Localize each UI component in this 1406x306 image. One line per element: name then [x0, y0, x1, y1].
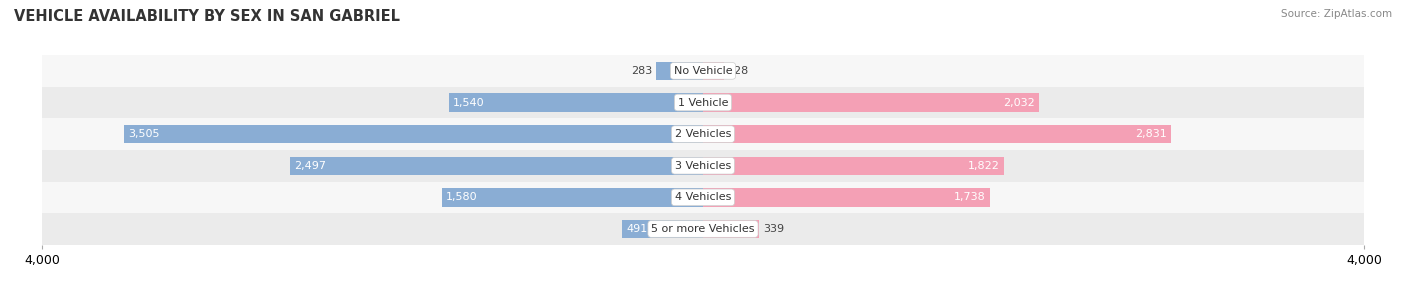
Bar	[42, 118, 1364, 150]
Bar	[703, 220, 759, 238]
Bar	[703, 188, 990, 207]
Text: No Vehicle: No Vehicle	[673, 66, 733, 76]
Text: 5 or more Vehicles: 5 or more Vehicles	[651, 224, 755, 234]
Bar	[703, 157, 1004, 175]
Bar	[703, 62, 724, 80]
Text: 491: 491	[626, 224, 647, 234]
Text: 339: 339	[763, 224, 785, 234]
Bar	[703, 93, 1039, 112]
Text: 2,497: 2,497	[295, 161, 326, 171]
Bar	[703, 125, 1171, 143]
Text: VEHICLE AVAILABILITY BY SEX IN SAN GABRIEL: VEHICLE AVAILABILITY BY SEX IN SAN GABRI…	[14, 9, 401, 24]
Text: Source: ZipAtlas.com: Source: ZipAtlas.com	[1281, 9, 1392, 19]
Text: 1 Vehicle: 1 Vehicle	[678, 98, 728, 107]
Text: 2,032: 2,032	[1002, 98, 1035, 107]
Bar	[657, 62, 703, 80]
Text: 4 Vehicles: 4 Vehicles	[675, 192, 731, 202]
Bar	[42, 87, 1364, 118]
Text: 2 Vehicles: 2 Vehicles	[675, 129, 731, 139]
Bar	[42, 213, 1364, 245]
Bar	[449, 93, 703, 112]
Text: 3,505: 3,505	[128, 129, 160, 139]
Bar	[42, 150, 1364, 181]
Bar	[291, 157, 703, 175]
Text: 283: 283	[631, 66, 652, 76]
Bar	[42, 181, 1364, 213]
Text: 1,738: 1,738	[955, 192, 986, 202]
Bar	[124, 125, 703, 143]
Bar	[621, 220, 703, 238]
Text: 1,580: 1,580	[446, 192, 478, 202]
Text: 2,831: 2,831	[1135, 129, 1167, 139]
Text: 3 Vehicles: 3 Vehicles	[675, 161, 731, 171]
Bar	[42, 55, 1364, 87]
Text: 128: 128	[728, 66, 749, 76]
Text: 1,540: 1,540	[453, 98, 484, 107]
Bar	[441, 188, 703, 207]
Text: 1,822: 1,822	[967, 161, 1000, 171]
